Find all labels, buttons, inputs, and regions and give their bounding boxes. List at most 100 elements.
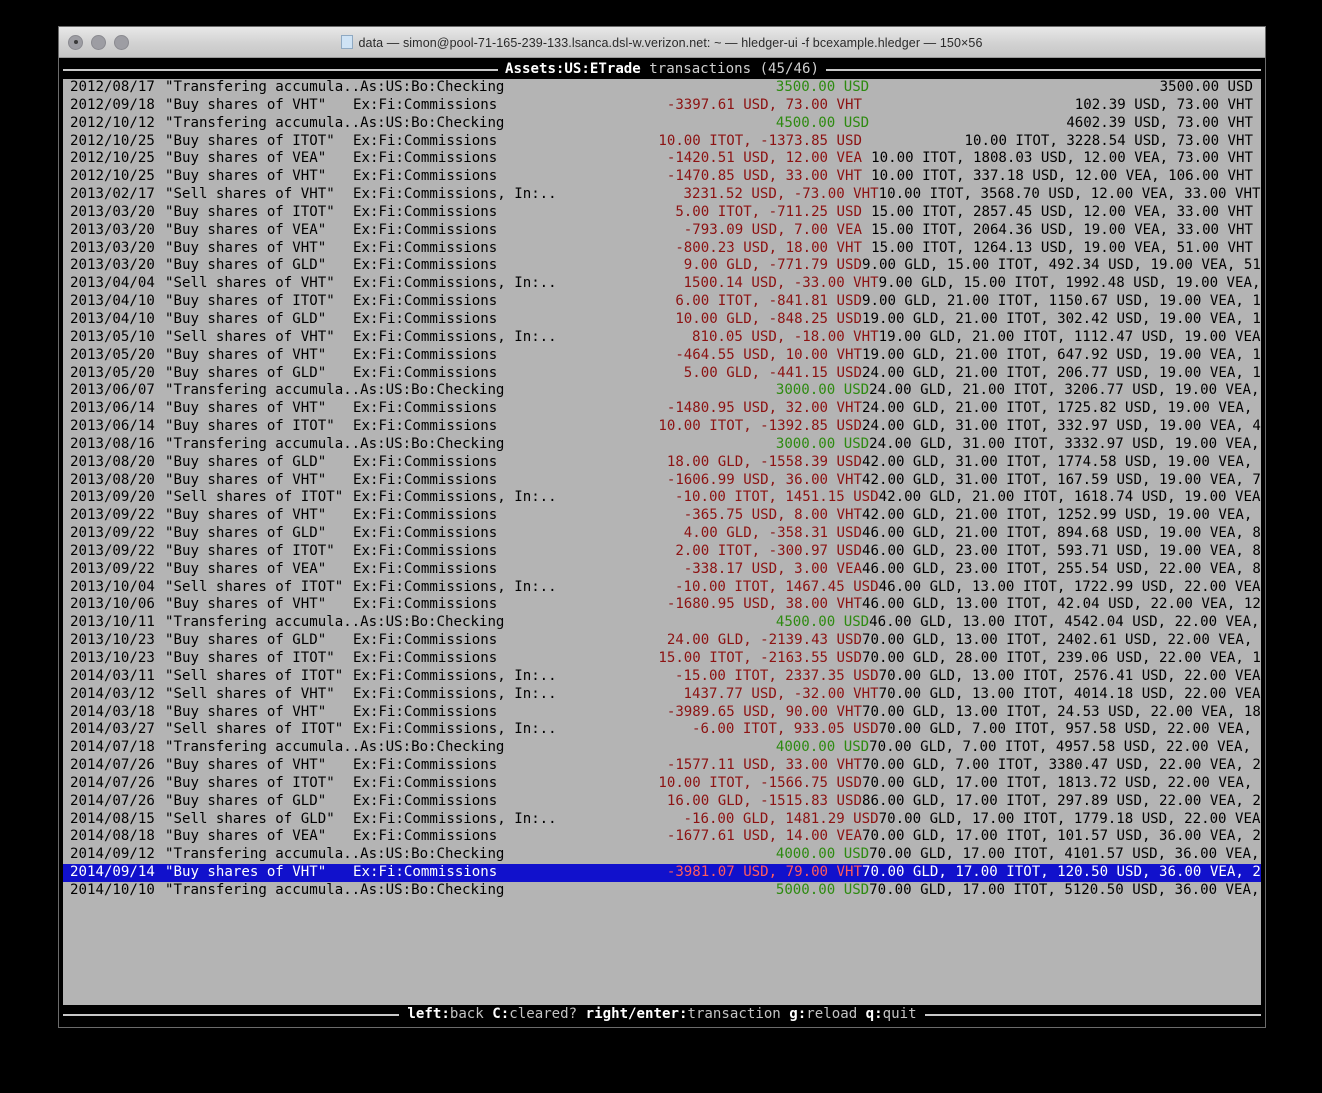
cell-amt: -338.17 USD, 3.00 VEA xyxy=(683,560,862,577)
cell-bal: 70.00 GLD, 13.00 ITOT, 24.53 USD, 22.00 … xyxy=(862,703,1261,720)
cell-acct: Ex:Fi:Commissions xyxy=(353,774,498,791)
status-rule-right xyxy=(924,1013,1261,1016)
table-row[interactable]: 2012/10/25 "Buy shares of VEA" Ex:Fi:Commi… xyxy=(63,150,1261,168)
cell-desc: "Buy shares of ITOT" xyxy=(165,132,335,149)
cell-acct: Ex:Fi:Commissions xyxy=(353,507,498,524)
cell-bal: 24.00 GLD, 31.00 ITOT, 332.97 USD, 19.00… xyxy=(862,418,1261,435)
table-row[interactable]: 2013/05/20 "Buy shares of GLD" Ex:Fi:Commi… xyxy=(63,365,1261,383)
cell-acct: As:US:Bo:Checking xyxy=(360,614,505,631)
cell-bal: 102.39 USD, 73.00 VHT xyxy=(1074,96,1253,113)
header-label: Assets:US:ETrade transactions (45/46) xyxy=(498,61,826,79)
table-row[interactable]: 2013/03/20 "Buy shares of VEA" Ex:Fi:Commi… xyxy=(63,222,1261,240)
terminal-screen: Assets:US:ETrade transactions (45/46) 20… xyxy=(59,58,1265,1027)
transactions-list[interactable]: 2012/08/17 "Transfering accumula.. As:US:B… xyxy=(63,79,1261,1005)
cell-date: 2014/10/10 xyxy=(70,881,155,898)
cell-amt: -365.75 USD, 8.00 VHT xyxy=(683,507,862,524)
table-row[interactable]: 2013/06/14 "Buy shares of ITOT" Ex:Fi:Comm… xyxy=(63,418,1261,436)
table-row[interactable]: 2012/10/25 "Buy shares of ITOT" Ex:Fi:Comm… xyxy=(63,133,1261,151)
table-row[interactable]: 2013/09/20 "Sell shares of ITOT" Ex:Fi:Com… xyxy=(63,489,1261,507)
table-row[interactable]: 2013/03/20 "Buy shares of GLD" Ex:Fi:Commi… xyxy=(63,257,1261,275)
cell-bal: 10.00 ITOT, 1808.03 USD, 12.00 VEA, 73.0… xyxy=(871,150,1253,167)
table-row[interactable]: 2013/05/20 "Buy shares of VHT" Ex:Fi:Commi… xyxy=(63,347,1261,365)
cell-bal: 9.00 GLD, 21.00 ITOT, 1150.67 USD, 19.00… xyxy=(862,293,1261,310)
cell-bal: 4602.39 USD, 73.00 VHT xyxy=(1066,114,1253,131)
cell-desc: "Sell shares of VHT" xyxy=(165,685,335,702)
table-row[interactable]: 2013/08/20 "Buy shares of GLD" Ex:Fi:Commi… xyxy=(63,454,1261,472)
table-row[interactable]: 2013/04/04 "Sell shares of VHT" Ex:Fi:Comm… xyxy=(63,275,1261,293)
cell-date: 2012/10/25 xyxy=(70,168,155,185)
table-row[interactable]: 2014/07/26 "Buy shares of GLD" Ex:Fi:Commi… xyxy=(63,793,1261,811)
zoom-button[interactable] xyxy=(114,34,129,50)
cell-desc: "Buy shares of VEA" xyxy=(165,560,327,577)
table-row[interactable]: 2013/09/22 "Buy shares of VEA" Ex:Fi:Commi… xyxy=(63,561,1261,579)
window-titlebar[interactable]: data — simon@pool-71-165-239-133.lsanca.… xyxy=(59,27,1265,58)
cell-bal: 3500.00 USD xyxy=(1159,79,1253,95)
table-row[interactable]: 2013/08/16 "Transfering accumula.. As:US:B… xyxy=(63,436,1261,454)
table-row[interactable]: 2014/03/18 "Buy shares of VHT" Ex:Fi:Commi… xyxy=(63,704,1261,722)
cell-date: 2014/03/27 xyxy=(70,721,155,738)
table-row[interactable]: 2014/09/12 "Transfering accumula.. As:US:B… xyxy=(63,846,1261,864)
table-row[interactable]: 2013/10/23 "Buy shares of GLD" Ex:Fi:Commi… xyxy=(63,632,1261,650)
cell-acct: Ex:Fi:Commissions xyxy=(353,792,498,809)
table-row[interactable]: 2013/10/06 "Buy shares of VHT" Ex:Fi:Commi… xyxy=(63,596,1261,614)
cell-date: 2013/06/14 xyxy=(70,418,155,435)
cell-date: 2013/10/04 xyxy=(70,578,155,595)
cell-acct: Ex:Fi:Commissions, In:.. xyxy=(353,328,557,345)
table-row[interactable]: 2013/06/07 "Transfering accumula.. As:US:B… xyxy=(63,382,1261,400)
cell-date: 2013/09/22 xyxy=(70,525,155,542)
table-row[interactable]: 2014/08/15 "Sell shares of GLD" Ex:Fi:Comm… xyxy=(63,811,1261,829)
table-row[interactable]: 2013/10/04 "Sell shares of ITOT" Ex:Fi:Com… xyxy=(63,579,1261,597)
cell-date: 2013/03/20 xyxy=(70,221,155,238)
cell-date: 2013/03/20 xyxy=(70,239,155,256)
minimize-button[interactable] xyxy=(91,34,106,50)
cell-desc: "Buy shares of GLD" xyxy=(165,792,327,809)
table-row[interactable]: 2014/03/12 "Sell shares of VHT" Ex:Fi:Comm… xyxy=(63,686,1261,704)
cell-acct: As:US:Bo:Checking xyxy=(360,435,505,452)
table-row[interactable]: 2013/09/22 "Buy shares of VHT" Ex:Fi:Commi… xyxy=(63,507,1261,525)
table-row[interactable]: 2013/05/10 "Sell shares of VHT" Ex:Fi:Comm… xyxy=(63,329,1261,347)
cell-bal: 9.00 GLD, 15.00 ITOT, 492.34 USD, 19.00 … xyxy=(862,257,1261,274)
cell-amt: 3000.00 USD xyxy=(775,382,870,399)
cell-amt: -6.00 ITOT, 933.05 USD xyxy=(691,721,879,738)
cell-date: 2013/09/22 xyxy=(70,507,155,524)
table-row[interactable]: 2014/03/27 "Sell shares of ITOT" Ex:Fi:Com… xyxy=(63,721,1261,739)
close-button[interactable] xyxy=(68,34,83,50)
cell-desc: "Buy shares of ITOT" xyxy=(165,650,335,666)
cell-date: 2013/02/17 xyxy=(70,186,155,203)
table-row[interactable]: 2013/06/14 "Buy shares of VHT" Ex:Fi:Commi… xyxy=(63,400,1261,418)
table-row[interactable]: 2013/10/23 "Buy shares of ITOT" Ex:Fi:Comm… xyxy=(63,650,1261,668)
table-row[interactable]: 2014/09/14 "Buy shares of VHT" Ex:Fi:Commi… xyxy=(63,864,1261,882)
cell-bal: 42.00 GLD, 31.00 ITOT, 167.59 USD, 19.00… xyxy=(862,471,1261,488)
header-rule-right xyxy=(825,69,1261,71)
table-row[interactable]: 2014/07/26 "Buy shares of ITOT" Ex:Fi:Comm… xyxy=(63,775,1261,793)
status-key: left: xyxy=(407,1005,450,1022)
table-row[interactable]: 2013/10/11 "Transfering accumula.. As:US:B… xyxy=(63,614,1261,632)
table-row[interactable]: 2013/04/10 "Buy shares of GLD" Ex:Fi:Commi… xyxy=(63,311,1261,329)
cell-date: 2013/03/20 xyxy=(70,257,155,274)
table-row[interactable]: 2013/08/20 "Buy shares of VHT" Ex:Fi:Commi… xyxy=(63,472,1261,490)
table-row[interactable]: 2012/08/17 "Transfering accumula.. As:US:B… xyxy=(63,79,1261,97)
cell-desc: "Buy shares of VHT" xyxy=(165,757,327,774)
cell-acct: Ex:Fi:Commissions xyxy=(353,203,498,220)
cell-bal: 42.00 GLD, 31.00 ITOT, 1774.58 USD, 19.0… xyxy=(862,453,1261,470)
table-row[interactable]: 2014/03/11 "Sell shares of ITOT" Ex:Fi:Com… xyxy=(63,668,1261,686)
table-row[interactable]: 2013/09/22 "Buy shares of GLD" Ex:Fi:Commi… xyxy=(63,525,1261,543)
table-row[interactable]: 2014/07/26 "Buy shares of VHT" Ex:Fi:Commi… xyxy=(63,757,1261,775)
table-row[interactable]: 2014/08/18 "Buy shares of VEA" Ex:Fi:Commi… xyxy=(63,828,1261,846)
table-row[interactable]: 2014/10/10 "Transfering accumula.. As:US:B… xyxy=(63,882,1261,900)
table-row[interactable]: 2013/04/10 "Buy shares of ITOT" Ex:Fi:Comm… xyxy=(63,293,1261,311)
table-row[interactable]: 2013/09/22 "Buy shares of ITOT" Ex:Fi:Comm… xyxy=(63,543,1261,561)
cell-desc: "Transfering accumula.. xyxy=(165,846,361,863)
table-row[interactable]: 2012/09/18 "Buy shares of VHT" Ex:Fi:Commi… xyxy=(63,97,1261,115)
table-row[interactable]: 2014/07/18 "Transfering accumula.. As:US:B… xyxy=(63,739,1261,757)
cell-bal: 9.00 GLD, 15.00 ITOT, 1992.48 USD, 19.00… xyxy=(878,275,1261,292)
cell-desc: "Transfering accumula.. xyxy=(165,614,361,631)
table-row[interactable]: 2013/02/17 "Sell shares of VHT" Ex:Fi:Comm… xyxy=(63,186,1261,204)
table-row[interactable]: 2012/10/12 "Transfering accumula.. As:US:B… xyxy=(63,115,1261,133)
cell-bal: 70.00 GLD, 7.00 ITOT, 3380.47 USD, 22.00… xyxy=(862,757,1261,774)
table-row[interactable]: 2013/03/20 "Buy shares of ITOT" Ex:Fi:Comm… xyxy=(63,204,1261,222)
table-row[interactable]: 2012/10/25 "Buy shares of VHT" Ex:Fi:Commi… xyxy=(63,168,1261,186)
cell-desc: "Buy shares of VEA" xyxy=(165,150,327,167)
cell-desc: "Transfering accumula.. xyxy=(165,114,361,131)
table-row[interactable]: 2013/03/20 "Buy shares of VHT" Ex:Fi:Commi… xyxy=(63,240,1261,258)
